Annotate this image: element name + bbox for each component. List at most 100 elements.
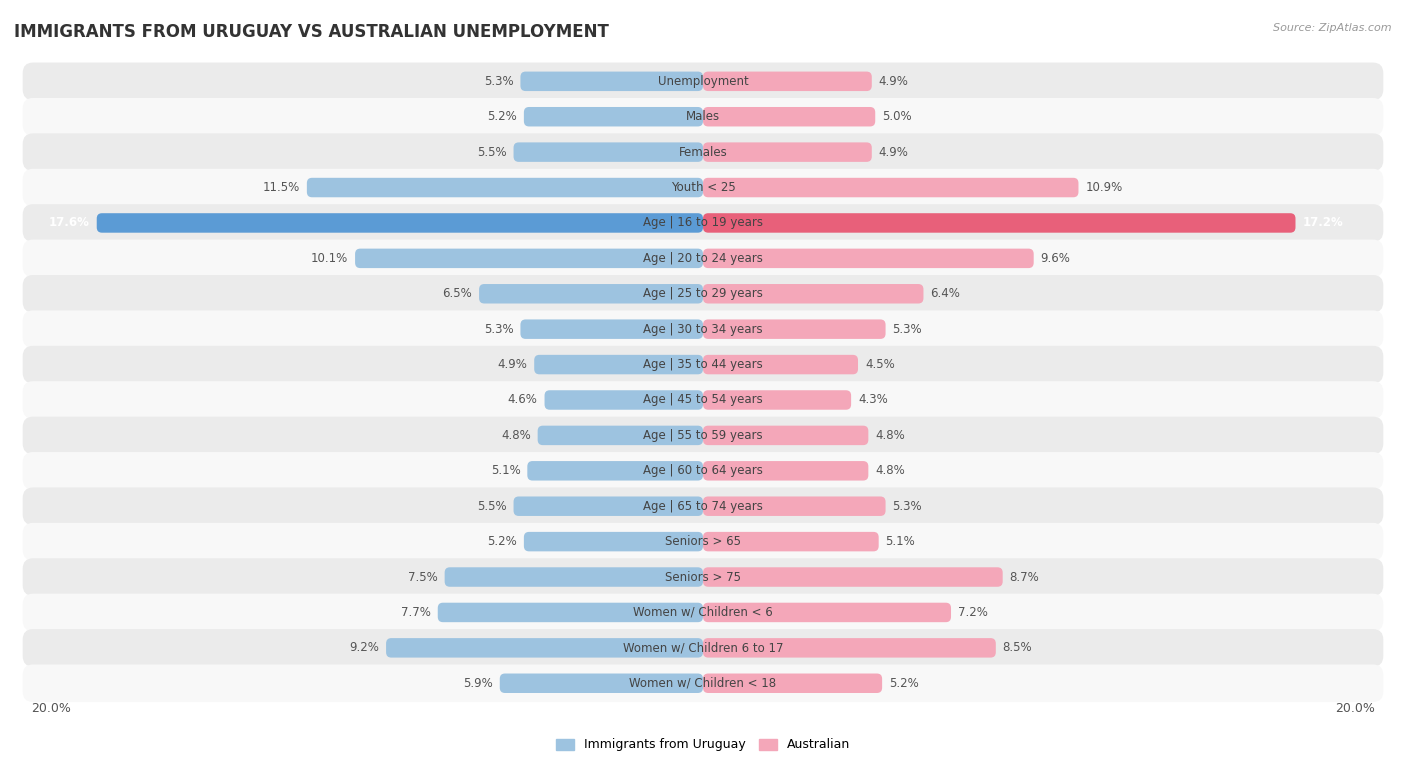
FancyBboxPatch shape [513,142,703,162]
Text: 6.4%: 6.4% [931,287,960,301]
Text: 4.3%: 4.3% [858,394,887,407]
FancyBboxPatch shape [356,248,703,268]
FancyBboxPatch shape [22,133,1384,171]
Text: 11.5%: 11.5% [263,181,299,194]
FancyBboxPatch shape [22,382,1384,419]
Text: 5.3%: 5.3% [484,322,513,335]
Text: 4.8%: 4.8% [875,464,905,478]
FancyBboxPatch shape [22,239,1384,277]
Legend: Immigrants from Uruguay, Australian: Immigrants from Uruguay, Australian [555,738,851,752]
Text: 5.3%: 5.3% [893,322,922,335]
Text: 20.0%: 20.0% [31,702,72,715]
Text: Unemployment: Unemployment [658,75,748,88]
FancyBboxPatch shape [22,593,1384,631]
Text: 5.1%: 5.1% [491,464,520,478]
Text: Source: ZipAtlas.com: Source: ZipAtlas.com [1274,23,1392,33]
FancyBboxPatch shape [703,532,879,551]
FancyBboxPatch shape [22,204,1384,241]
Text: Age | 60 to 64 years: Age | 60 to 64 years [643,464,763,478]
FancyBboxPatch shape [703,603,950,622]
Text: Age | 20 to 24 years: Age | 20 to 24 years [643,252,763,265]
FancyBboxPatch shape [520,319,703,339]
Text: Age | 45 to 54 years: Age | 45 to 54 years [643,394,763,407]
FancyBboxPatch shape [22,275,1384,313]
Text: Males: Males [686,111,720,123]
FancyBboxPatch shape [703,142,872,162]
FancyBboxPatch shape [703,497,886,516]
FancyBboxPatch shape [520,72,703,91]
Text: Age | 30 to 34 years: Age | 30 to 34 years [643,322,763,335]
FancyBboxPatch shape [387,638,703,658]
FancyBboxPatch shape [479,284,703,304]
Text: 5.9%: 5.9% [463,677,494,690]
Text: Age | 65 to 74 years: Age | 65 to 74 years [643,500,763,512]
FancyBboxPatch shape [22,169,1384,207]
FancyBboxPatch shape [444,567,703,587]
Text: 7.2%: 7.2% [957,606,988,619]
Text: 5.1%: 5.1% [886,535,915,548]
FancyBboxPatch shape [703,461,869,481]
FancyBboxPatch shape [703,213,1295,232]
Text: 8.7%: 8.7% [1010,571,1039,584]
Text: IMMIGRANTS FROM URUGUAY VS AUSTRALIAN UNEMPLOYMENT: IMMIGRANTS FROM URUGUAY VS AUSTRALIAN UN… [14,23,609,41]
FancyBboxPatch shape [703,425,869,445]
Text: 6.5%: 6.5% [443,287,472,301]
Text: 7.7%: 7.7% [401,606,430,619]
Text: 4.8%: 4.8% [875,429,905,442]
Text: 5.0%: 5.0% [882,111,911,123]
FancyBboxPatch shape [22,452,1384,490]
Text: 9.6%: 9.6% [1040,252,1070,265]
FancyBboxPatch shape [703,284,924,304]
FancyBboxPatch shape [524,107,703,126]
FancyBboxPatch shape [527,461,703,481]
FancyBboxPatch shape [499,674,703,693]
FancyBboxPatch shape [544,391,703,410]
Text: 8.5%: 8.5% [1002,641,1032,654]
Text: 5.3%: 5.3% [484,75,513,88]
FancyBboxPatch shape [703,107,875,126]
Text: 4.9%: 4.9% [879,145,908,159]
Text: 4.9%: 4.9% [879,75,908,88]
FancyBboxPatch shape [703,248,1033,268]
Text: Seniors > 75: Seniors > 75 [665,571,741,584]
FancyBboxPatch shape [513,497,703,516]
Text: Females: Females [679,145,727,159]
Text: 4.9%: 4.9% [498,358,527,371]
FancyBboxPatch shape [437,603,703,622]
Text: 17.6%: 17.6% [49,217,90,229]
FancyBboxPatch shape [22,416,1384,454]
FancyBboxPatch shape [22,488,1384,525]
FancyBboxPatch shape [22,523,1384,560]
FancyBboxPatch shape [703,355,858,374]
Text: Age | 35 to 44 years: Age | 35 to 44 years [643,358,763,371]
FancyBboxPatch shape [703,391,851,410]
Text: 5.3%: 5.3% [893,500,922,512]
Text: 5.2%: 5.2% [488,111,517,123]
Text: 5.2%: 5.2% [488,535,517,548]
Text: 7.5%: 7.5% [408,571,437,584]
Text: Age | 55 to 59 years: Age | 55 to 59 years [643,429,763,442]
FancyBboxPatch shape [524,532,703,551]
Text: 4.8%: 4.8% [501,429,531,442]
FancyBboxPatch shape [22,629,1384,667]
FancyBboxPatch shape [703,567,1002,587]
Text: 17.2%: 17.2% [1302,217,1343,229]
Text: 20.0%: 20.0% [1334,702,1375,715]
FancyBboxPatch shape [22,98,1384,136]
Text: 4.6%: 4.6% [508,394,537,407]
FancyBboxPatch shape [97,213,703,232]
FancyBboxPatch shape [703,638,995,658]
Text: Seniors > 65: Seniors > 65 [665,535,741,548]
FancyBboxPatch shape [537,425,703,445]
FancyBboxPatch shape [703,674,882,693]
Text: 10.1%: 10.1% [311,252,349,265]
Text: 9.2%: 9.2% [349,641,380,654]
Text: 5.5%: 5.5% [477,145,506,159]
Text: Youth < 25: Youth < 25 [671,181,735,194]
FancyBboxPatch shape [534,355,703,374]
FancyBboxPatch shape [22,310,1384,348]
Text: Women w/ Children < 6: Women w/ Children < 6 [633,606,773,619]
Text: Women w/ Children 6 to 17: Women w/ Children 6 to 17 [623,641,783,654]
Text: 5.5%: 5.5% [477,500,506,512]
FancyBboxPatch shape [22,346,1384,383]
